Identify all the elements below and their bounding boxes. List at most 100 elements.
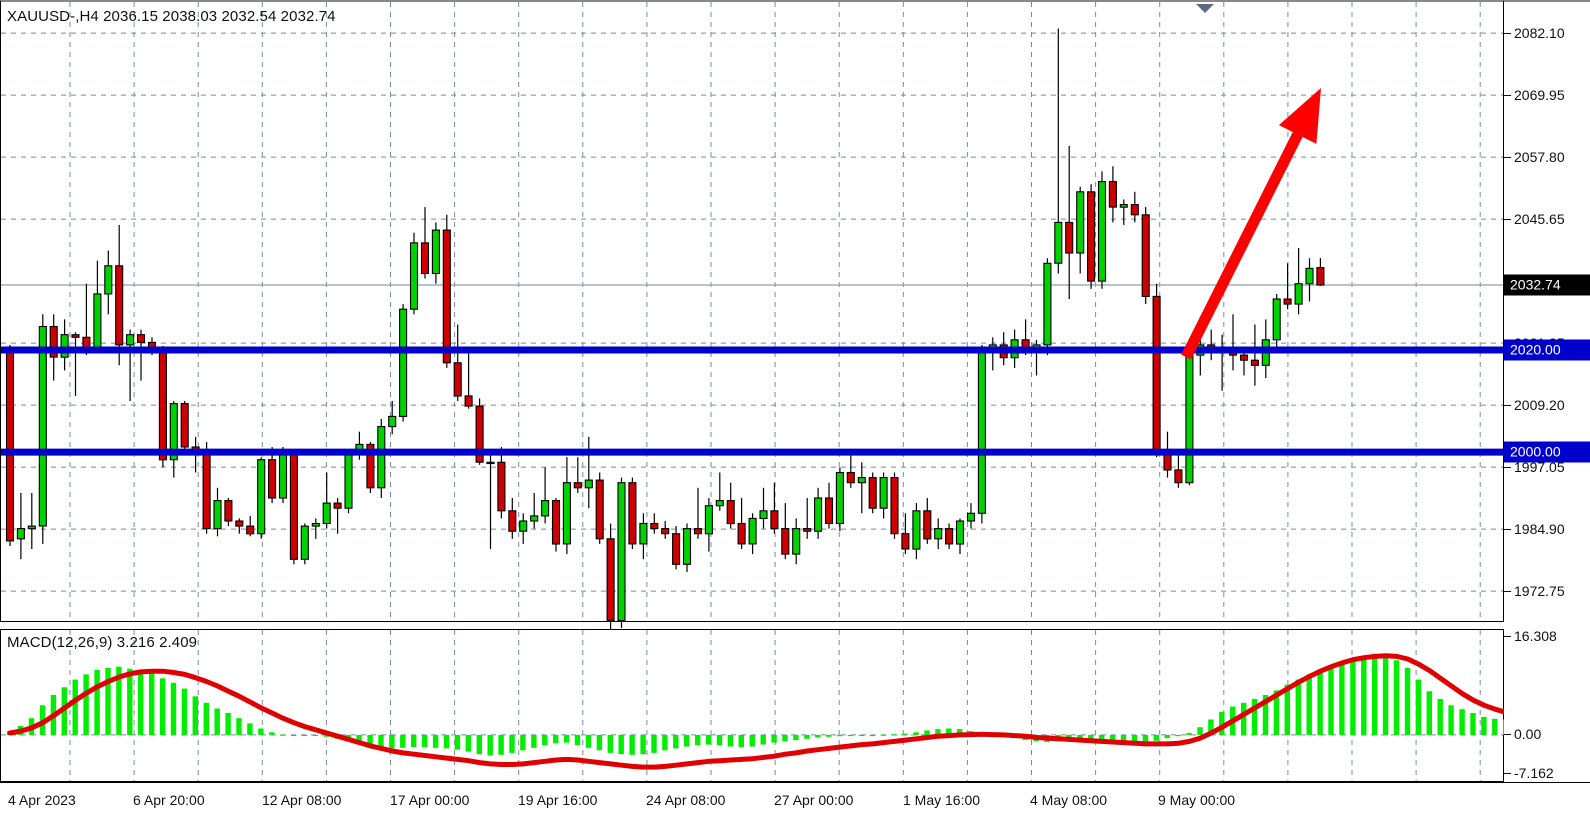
macd-histogram-bar	[1459, 709, 1465, 735]
candle-body	[868, 477, 877, 509]
candlestick-series[interactable]	[5, 28, 1325, 631]
candle-body	[966, 512, 976, 522]
macd-histogram-bar	[1175, 734, 1181, 737]
price-axis-tick	[1504, 219, 1511, 221]
macd-histogram-bar	[476, 734, 482, 755]
bullish-arrow[interactable]	[1181, 88, 1321, 360]
candle-body	[1283, 298, 1292, 305]
macd-histogram-bar	[1262, 695, 1269, 735]
candle-body	[1294, 283, 1303, 305]
candle-body	[846, 471, 855, 484]
candle-body	[1087, 191, 1096, 282]
macd-histogram-bar	[727, 734, 734, 747]
time-axis-label: 9 May 00:00	[1158, 792, 1236, 808]
candle-body	[1185, 354, 1194, 484]
candle-body	[278, 451, 288, 499]
candle-body	[704, 505, 713, 535]
candle-body	[213, 500, 222, 530]
price-level-badge[interactable]: 2000.00	[1504, 441, 1590, 463]
macd-histogram-bar	[400, 734, 406, 748]
macd-histogram-bar	[542, 734, 548, 746]
time-axis-label: 17 Apr 00:00	[390, 792, 470, 808]
macd-axis[interactable]: 16.308 0.00 -7.162	[1504, 628, 1590, 782]
candle-body	[890, 477, 899, 535]
candle-body	[1054, 221, 1063, 264]
macd-histogram-bar	[269, 732, 275, 735]
macd-histogram-bar	[629, 734, 635, 755]
candle-body	[38, 325, 47, 527]
candle-body	[661, 528, 670, 535]
macd-histogram-bar	[443, 734, 450, 749]
macd-histogram-bar	[684, 734, 690, 747]
candle-body	[5, 346, 15, 542]
macd-histogram-bar	[695, 734, 701, 746]
macd-histogram-bar	[946, 728, 952, 735]
candle-body	[93, 293, 102, 351]
macd-histogram-bar	[782, 734, 788, 742]
candle-body	[300, 525, 309, 560]
price-level-badge[interactable]: 2020.00	[1504, 339, 1590, 361]
macd-histogram-bar	[585, 734, 592, 748]
candle-body	[377, 426, 386, 489]
macd-histogram-bar	[1153, 734, 1159, 741]
candle-body	[16, 528, 25, 540]
candle-body	[1239, 354, 1249, 361]
macd-histogram-bar	[258, 728, 264, 735]
macd-histogram-bar	[847, 734, 854, 737]
candle-body	[934, 528, 943, 540]
macd-histogram-bar	[170, 682, 177, 735]
macd-canvas[interactable]	[1, 630, 1564, 781]
candle-body	[49, 325, 58, 358]
macd-histogram-bar	[1382, 655, 1389, 735]
candle-body	[1316, 267, 1325, 286]
macd-histogram-bar	[1415, 679, 1422, 735]
macd-histogram-bar	[1197, 727, 1203, 735]
macd-histogram-bar	[596, 734, 603, 751]
macd-histogram-bar	[1208, 719, 1214, 735]
candle-body	[104, 265, 113, 295]
macd-histogram-bar	[1328, 665, 1334, 735]
candle-body	[235, 520, 244, 527]
candle-body	[475, 405, 484, 463]
price-axis-tick	[1504, 95, 1511, 97]
macd-histogram-bar	[1164, 734, 1170, 739]
macd-histogram-bar	[1273, 690, 1280, 735]
price-axis[interactable]: 2082.102069.952057.802045.652021.352009.…	[1504, 0, 1590, 622]
price-chart-pane[interactable]: XAUUSD-,H4 2036.15 2038.03 2032.54 2032.…	[0, 0, 1504, 631]
price-axis-tick	[1504, 157, 1511, 159]
macd-histogram-bar	[574, 734, 581, 746]
macd-histogram-bar	[1131, 734, 1138, 744]
candle-body	[617, 482, 626, 622]
candle-body	[584, 479, 593, 489]
macd-histogram-bar	[1120, 734, 1127, 743]
candle-body	[639, 522, 648, 545]
macd-histogram-bar	[290, 734, 297, 737]
macd-histogram-bar	[116, 666, 122, 735]
macd-histogram-bar	[563, 734, 570, 743]
price-axis-label: 2045.65	[1514, 211, 1565, 228]
macd-histogram-bar	[858, 734, 865, 737]
macd-histogram-bar	[411, 734, 417, 748]
macd-histogram-bar	[738, 734, 744, 748]
candle-body	[530, 515, 539, 522]
candle-body	[824, 497, 834, 525]
candle-body	[541, 500, 550, 517]
macd-histogram-bar	[1099, 734, 1105, 740]
price-axis-tick	[1504, 33, 1511, 35]
candle-body	[672, 533, 681, 565]
macd-histogram-bar	[1372, 656, 1378, 735]
macd-histogram-bar	[1317, 669, 1323, 735]
macd-pane[interactable]: MACD(12,26,9) 3.216 2.409	[0, 629, 1564, 782]
macd-histogram-bar	[1219, 711, 1225, 735]
time-axis[interactable]: 4 Apr 2023 6 Apr 20:00 12 Apr 08:00 17 Apr …	[0, 782, 1590, 825]
candle-body	[115, 265, 124, 346]
price-chart-canvas[interactable]	[1, 2, 1503, 631]
macd-histogram-bar	[1350, 659, 1356, 735]
candle-body	[835, 471, 844, 525]
macd-histogram-bar	[1284, 684, 1290, 735]
candle-body	[606, 538, 615, 621]
candle-body	[573, 482, 582, 489]
candle-body	[551, 500, 561, 545]
macd-histogram-bar	[181, 688, 188, 735]
